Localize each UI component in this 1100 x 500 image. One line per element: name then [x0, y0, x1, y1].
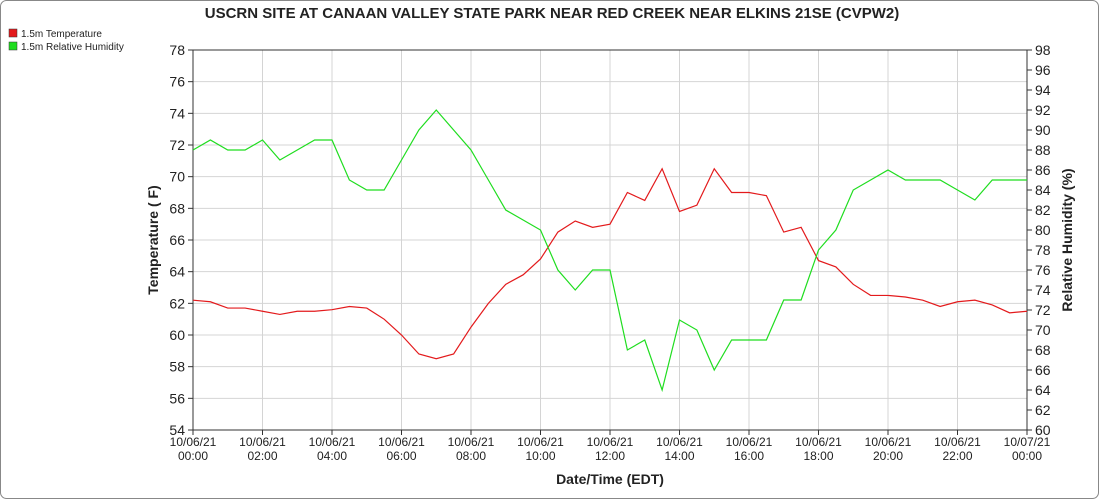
y2-tick-label: 92 [1035, 102, 1051, 118]
y2-tick-label: 86 [1035, 162, 1051, 178]
x-tick-label: 10/06/21 00:00 [170, 435, 217, 463]
legend-label: 1.5m Temperature [21, 29, 102, 40]
y2-tick-label: 64 [1035, 382, 1051, 398]
y-tick-label: 74 [169, 105, 185, 121]
y2-tick-label: 78 [1035, 242, 1051, 258]
x-axis-label: Date/Time (EDT) [556, 471, 664, 487]
x-tick-label: 10/06/21 14:00 [656, 435, 703, 463]
y2-tick-label: 60 [1035, 422, 1051, 438]
y2-tick-label: 96 [1035, 62, 1051, 78]
y-tick-label: 60 [169, 327, 185, 343]
legend-swatch [8, 28, 18, 38]
y-axis-label: Temperature ( F) [145, 185, 161, 294]
y-tick-label: 54 [169, 422, 185, 438]
y2-tick-label: 98 [1035, 42, 1051, 58]
x-tick-label: 10/06/21 10:00 [517, 435, 564, 463]
y-tick-label: 66 [169, 232, 185, 248]
y-tick-label: 78 [169, 42, 185, 58]
plot-border [192, 49, 1028, 431]
y-tick-label: 62 [169, 295, 185, 311]
x-tick-label: 10/06/21 20:00 [865, 435, 912, 463]
legend-swatch [8, 41, 18, 51]
legend-label: 1.5m Relative Humidity [21, 42, 124, 53]
y-tick-label: 56 [169, 390, 185, 406]
y2-tick-label: 66 [1035, 362, 1051, 378]
x-tick-label: 10/06/21 04:00 [309, 435, 356, 463]
x-tick-label: 10/06/21 08:00 [448, 435, 495, 463]
series-line [192, 109, 1027, 393]
y-tick-label: 64 [169, 264, 185, 280]
y-tick-label: 68 [169, 200, 185, 216]
y-tick-label: 72 [169, 137, 185, 153]
y2-tick-label: 70 [1035, 322, 1051, 338]
series-line [192, 167, 1028, 360]
chart-title: USCRN SITE AT CANAAN VALLEY STATE PARK N… [205, 5, 900, 22]
x-tick-label: 10/07/21 00:00 [1004, 435, 1051, 463]
y2-tick-label: 74 [1035, 282, 1051, 298]
y2-tick-label: 84 [1035, 182, 1051, 198]
y2-tick-label: 76 [1035, 262, 1051, 278]
x-tick-label: 10/06/21 22:00 [934, 435, 981, 463]
y2-tick-label: 90 [1035, 122, 1051, 138]
y2-axis-label: Relative Humidity (%) [1059, 168, 1075, 311]
y-tick-label: 58 [169, 359, 185, 375]
x-tick-label: 10/06/21 18:00 [795, 435, 842, 463]
y2-tick-label: 72 [1035, 302, 1051, 318]
y2-tick-label: 88 [1035, 142, 1051, 158]
x-tick-label: 10/06/21 06:00 [378, 435, 425, 463]
y-tick-label: 70 [169, 169, 185, 185]
y2-tick-label: 80 [1035, 222, 1051, 238]
y2-tick-label: 82 [1035, 202, 1051, 218]
y2-tick-label: 62 [1035, 402, 1051, 418]
x-tick-label: 10/06/21 16:00 [726, 435, 773, 463]
y2-tick-label: 68 [1035, 342, 1051, 358]
x-tick-label: 10/06/21 02:00 [239, 435, 286, 463]
x-tick-label: 10/06/21 12:00 [587, 435, 634, 463]
y2-tick-label: 94 [1035, 82, 1051, 98]
y-tick-label: 76 [169, 74, 185, 90]
